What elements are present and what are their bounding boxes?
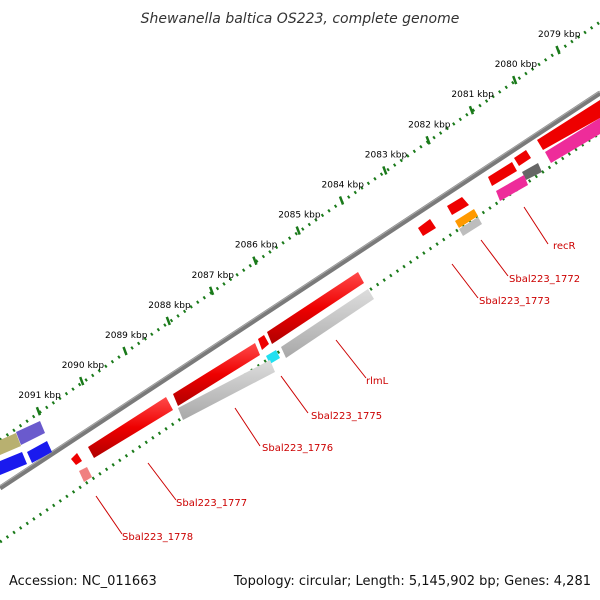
major-tick [35, 406, 42, 416]
gene-feature [267, 272, 364, 344]
tick-label: 2088 kbp [148, 301, 191, 311]
tick-label: 2086 kbp [235, 241, 278, 251]
map-title: Shewanella baltica OS223, complete genom… [141, 11, 460, 27]
gene-label-sbal223-1777: Sbal223_1777 [176, 498, 247, 509]
tick-label: 2089 kbp [105, 331, 148, 341]
tick-label: 2087 kbp [192, 271, 235, 281]
topology-text: Topology: circular; Length: 5,145,902 bp… [233, 574, 591, 589]
tick-label: 2083 kbp [365, 150, 408, 160]
tick-label: 2081 kbp [451, 90, 494, 100]
major-tick [468, 105, 475, 115]
gene-feature [488, 162, 517, 186]
gene-feature [545, 118, 600, 163]
gene-label-sbal223-1775: Sbal223_1775 [311, 411, 382, 422]
genome-backbone [0, 90, 600, 491]
major-tick [79, 376, 85, 386]
tick-label: 2090 kbp [62, 361, 105, 371]
major-tick [208, 286, 215, 296]
gene-feature [522, 163, 542, 180]
gene-feature [537, 100, 600, 150]
gene-label-rlmL: rlmL [366, 376, 389, 387]
gene-feature [0, 452, 27, 475]
major-tick [295, 226, 301, 236]
gene-feature [178, 360, 275, 420]
major-tick [425, 135, 431, 145]
tick-label: 2080 kbp [495, 60, 538, 70]
tick-label: 2085 kbp [278, 211, 321, 221]
gene-feature [173, 343, 260, 406]
outer-tick-track [0, 20, 600, 442]
gene-feature [418, 219, 436, 236]
tick-label: 2079 kbp [538, 30, 581, 40]
major-tick [122, 346, 128, 356]
inner-tick-track [0, 131, 600, 544]
gene-feature [88, 397, 173, 458]
tick-label: 2082 kbp [408, 120, 451, 130]
gene-feature [27, 441, 52, 463]
tick-label: 2084 kbp [322, 181, 365, 191]
gene-feature [496, 175, 528, 201]
tick-label: 2091 kbp [18, 391, 61, 401]
gene-label-sbal223-1773: Sbal223_1773 [479, 296, 550, 307]
gene-feature [16, 421, 45, 445]
gene-labels: recR Sbal223_1772 Sbal223_1773 rlmL Sbal… [122, 241, 580, 543]
major-tick [338, 196, 345, 205]
gene-feature [79, 467, 92, 482]
gene-label-sbal223-1772: Sbal223_1772 [509, 274, 580, 285]
gene-feature [459, 217, 482, 236]
gene-feature [455, 209, 478, 228]
major-tick [555, 45, 561, 55]
major-tick [512, 75, 518, 85]
gene-feature [514, 150, 531, 166]
major-tick [165, 316, 171, 326]
gene-leader-lines [95, 206, 549, 535]
major-ticks: 2079 kbp 2080 kbp 2081 kbp 2082 kbp 2083 kbp… [18, 30, 581, 416]
gene-feature [0, 433, 21, 455]
gene-feature [71, 453, 82, 465]
gene-features [0, 100, 600, 482]
gene-feature [281, 289, 374, 358]
gene-label-sbal223-1778: Sbal223_1778 [122, 532, 193, 543]
gene-feature [258, 335, 269, 350]
accession-text: Accession: NC_011663 [9, 574, 157, 589]
major-tick [382, 165, 388, 175]
gene-label-sbal223-1776: Sbal223_1776 [262, 443, 333, 454]
major-tick [252, 256, 258, 266]
gene-label-recR: recR [553, 241, 576, 252]
gene-feature [447, 197, 469, 215]
